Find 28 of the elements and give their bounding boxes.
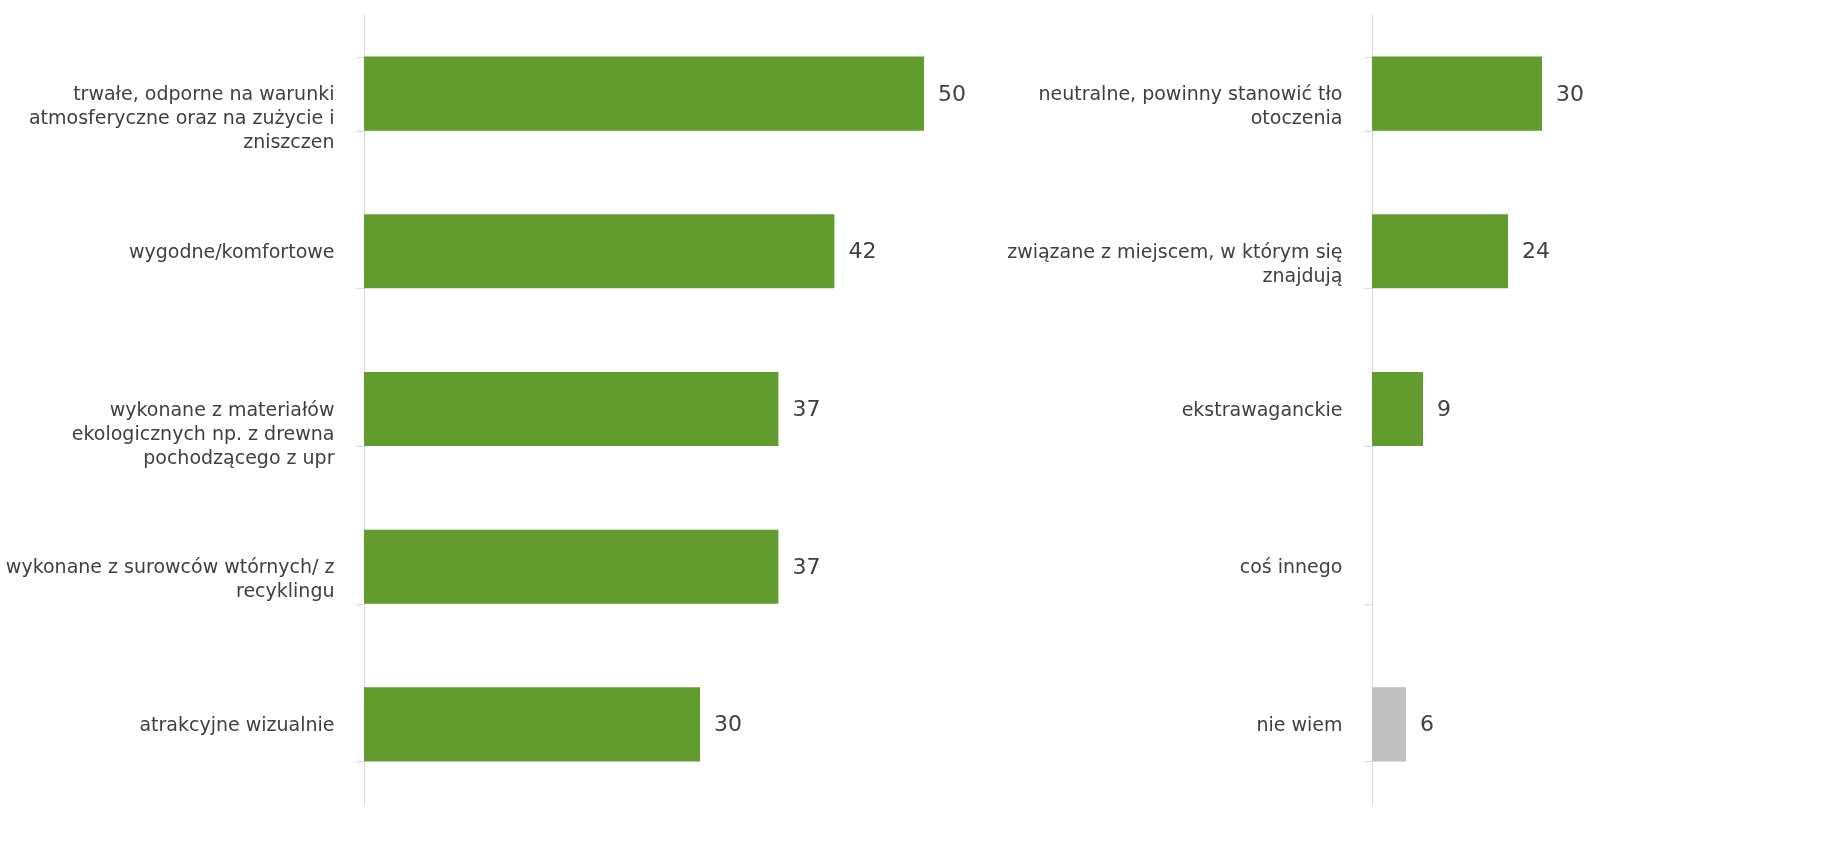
data-label: 37 [792,396,821,421]
y-tick-label: wygodne/komfortowe [128,239,335,262]
y-tick-label: nie wiem [1256,712,1343,735]
data-label: 30 [1556,80,1584,106]
y-tick-label: ekstrawaganckie [1181,397,1343,420]
y-tick-label: trwałe, odporne na warunki atmosferyczne oraz na zużycie i zniszczen [28,82,335,153]
data-label: 6 [1420,711,1434,737]
data-label: 30 [714,711,742,737]
y-tick-label: związane z miejscem, w którym się znajdują [1007,239,1343,286]
bar [364,371,779,447]
bar [364,687,700,762]
y-tick-label: atrakcyjne wizualnie [139,712,335,735]
data-label: 37 [792,553,821,579]
bar [1372,687,1406,762]
data-label: 24 [1522,238,1550,264]
y-tick-label: coś innego [1239,555,1343,578]
bar [364,56,924,131]
bar [1372,214,1508,289]
bar [1372,56,1542,131]
data-label: 42 [848,238,877,264]
bar [1372,371,1423,447]
data-label: 9 [1437,396,1451,421]
bar [364,529,779,604]
bar [364,214,835,289]
y-tick-label: neutralne, powinny stanowić tło otoczenia [1038,82,1343,129]
data-label: 50 [938,80,966,106]
y-tick-label: wykonane z materiałów ekologicznych np. z drewna pochodzącego z upr [71,397,335,468]
y-tick-label: wykonane z surowców wtórnych/ z recyklingu [5,555,335,602]
